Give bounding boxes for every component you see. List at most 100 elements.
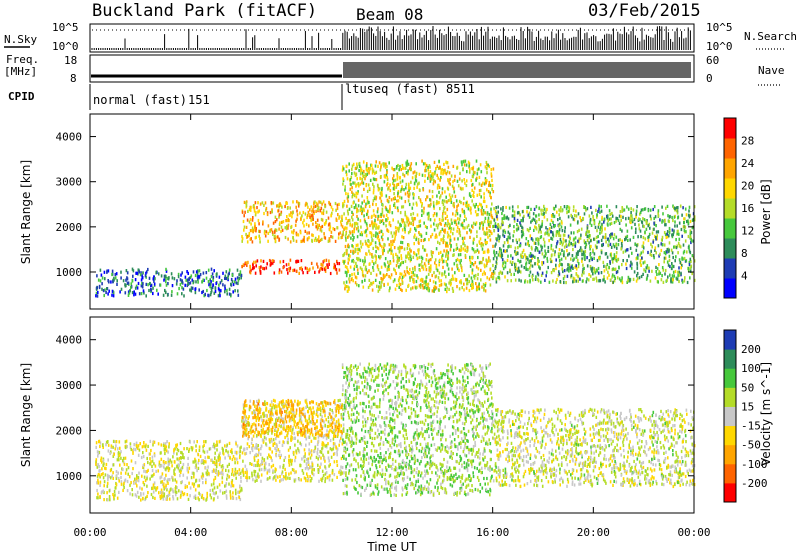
heatmap-cell xyxy=(162,293,165,297)
heatmap-cell xyxy=(433,228,436,232)
heatmap-cell xyxy=(502,208,504,212)
heatmap-cell xyxy=(203,440,205,444)
heatmap-cell xyxy=(402,236,405,240)
heatmap-cell xyxy=(195,478,197,482)
heatmap-cell xyxy=(174,447,176,451)
heatmap-cell xyxy=(421,256,424,261)
heatmap-cell xyxy=(603,217,606,221)
heatmap-cell xyxy=(366,169,369,173)
heatmap-cell xyxy=(625,217,627,221)
heatmap-cell xyxy=(449,222,451,226)
heatmap-cell xyxy=(106,498,108,502)
heatmap-cell xyxy=(107,458,109,462)
heatmap-cell xyxy=(384,243,386,247)
heatmap-cell xyxy=(271,210,273,214)
heatmap-cell xyxy=(231,457,234,462)
heatmap-cell xyxy=(393,203,395,207)
heatmap-cell xyxy=(470,229,473,233)
heatmap-cell xyxy=(273,271,276,275)
heatmap-cell xyxy=(462,242,464,246)
heatmap-cell xyxy=(578,228,580,232)
heatmap-cell xyxy=(425,163,428,168)
heatmap-cell xyxy=(329,225,332,229)
heatmap-cell xyxy=(464,253,467,258)
heatmap-cell xyxy=(594,225,597,229)
heatmap-cell xyxy=(553,225,555,229)
heatmap-cell xyxy=(688,262,691,267)
heatmap-cell xyxy=(377,188,380,192)
heatmap-cell xyxy=(295,233,298,237)
heatmap-cell xyxy=(484,238,487,242)
heatmap-cell xyxy=(222,271,224,275)
heatmap-cell xyxy=(540,212,543,216)
heatmap-cell xyxy=(184,275,187,279)
heatmap-cell xyxy=(176,464,178,468)
heatmap-cell xyxy=(560,219,563,223)
heatmap-cell xyxy=(135,284,138,288)
heatmap-cell xyxy=(318,223,320,227)
heatmap-cell xyxy=(421,173,424,177)
heatmap-cell xyxy=(479,163,482,167)
heatmap-cell xyxy=(649,252,652,256)
heatmap-cell xyxy=(513,272,515,276)
heatmap-cell xyxy=(315,238,318,243)
heatmap-cell xyxy=(575,272,578,276)
heatmap-cell xyxy=(422,286,425,290)
heatmap-cell xyxy=(468,170,471,174)
heatmap-cell xyxy=(627,238,629,242)
heatmap-cell xyxy=(234,488,237,492)
heatmap-cell xyxy=(642,272,644,276)
heatmap-cell xyxy=(460,248,463,252)
heatmap-cell xyxy=(165,449,168,453)
heatmap-cell xyxy=(221,476,224,480)
heatmap-cell xyxy=(213,460,216,464)
heatmap-cell xyxy=(495,251,498,255)
heatmap-cell xyxy=(143,475,146,479)
heatmap-cell xyxy=(582,267,584,271)
heatmap-cell xyxy=(510,254,512,258)
heatmap-cell xyxy=(238,273,240,277)
heatmap-cell xyxy=(603,220,605,224)
heatmap-cell xyxy=(549,222,552,226)
heatmap-cell xyxy=(381,210,384,214)
heatmap-cell xyxy=(333,266,335,270)
heatmap-cell xyxy=(388,209,391,213)
heatmap-cell xyxy=(522,216,524,220)
heatmap-cell xyxy=(393,246,396,250)
heatmap-cell xyxy=(134,286,137,290)
heatmap-cell xyxy=(478,282,480,286)
heatmap-cell xyxy=(140,493,142,497)
heatmap-cell xyxy=(666,204,669,208)
heatmap-cell xyxy=(194,488,197,492)
heatmap-cell xyxy=(434,258,437,262)
heatmap-cell xyxy=(282,259,285,264)
heatmap-cell xyxy=(523,214,525,218)
heatmap-cell xyxy=(690,264,693,268)
heatmap-cell xyxy=(410,167,412,171)
heatmap-cell xyxy=(570,213,572,217)
heatmap-cell xyxy=(477,208,480,212)
heatmap-cell xyxy=(425,258,428,262)
heatmap-cell xyxy=(568,252,571,256)
heatmap-cell xyxy=(401,228,404,232)
heatmap-cell xyxy=(120,287,123,291)
heatmap-cell xyxy=(404,213,406,217)
heatmap-cell xyxy=(373,224,376,228)
heatmap-cell xyxy=(133,481,135,485)
heatmap-cell xyxy=(359,176,361,180)
heatmap-cell xyxy=(134,493,137,497)
heatmap-cell xyxy=(378,238,380,242)
heatmap-cell xyxy=(375,250,377,254)
heatmap-cell xyxy=(370,235,373,239)
heatmap-cell xyxy=(138,292,141,296)
heatmap-cell xyxy=(478,261,481,265)
heatmap-cell xyxy=(217,473,220,477)
heatmap-cell xyxy=(562,269,564,274)
heatmap-cell xyxy=(262,222,264,226)
heatmap-cell xyxy=(466,278,469,282)
heatmap-cell xyxy=(229,496,232,500)
heatmap-cell xyxy=(147,267,149,272)
heatmap-cell xyxy=(151,468,154,473)
heatmap-cell xyxy=(464,159,467,163)
heatmap-cell xyxy=(398,168,400,172)
